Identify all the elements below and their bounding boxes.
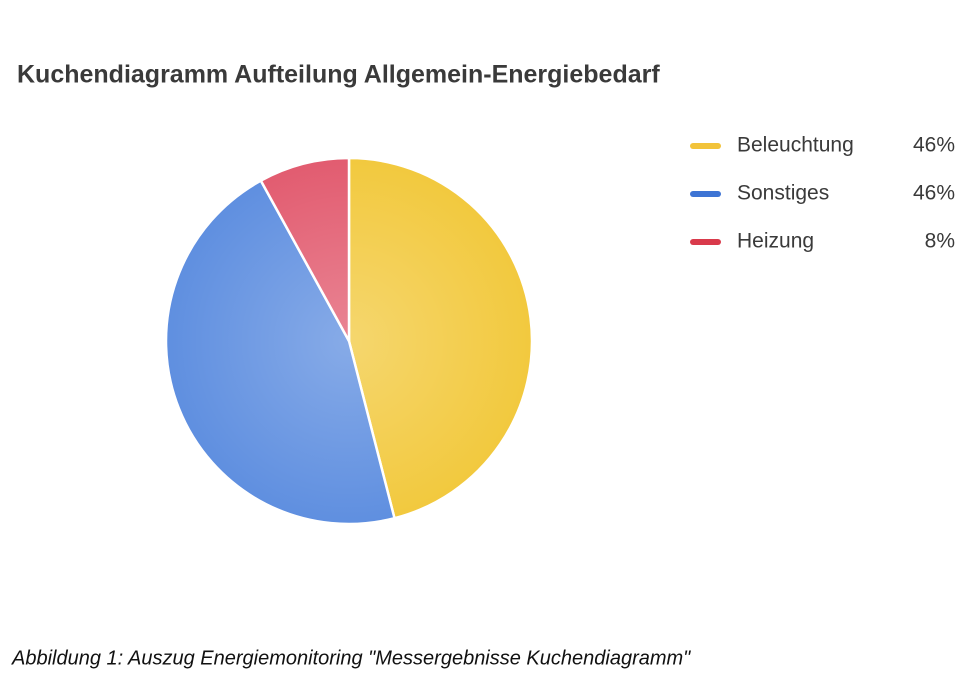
caption: Abbildung 1: Auszug Energiemonitoring "M… [11, 647, 691, 669]
legend-label: Heizung [737, 230, 814, 253]
chart-title: Kuchendiagramm Aufteilung Allgemein-Ener… [17, 61, 660, 89]
legend-value: 8% [925, 230, 955, 253]
legend-value: 46% [913, 182, 955, 205]
legend: Beleuchtung 46% Sonstiges 46% Heizung 8% [690, 134, 955, 253]
legend-label: Beleuchtung [737, 134, 854, 157]
legend-value: 46% [913, 134, 955, 157]
pie [164, 156, 534, 526]
legend-label: Sonstiges [737, 182, 829, 205]
